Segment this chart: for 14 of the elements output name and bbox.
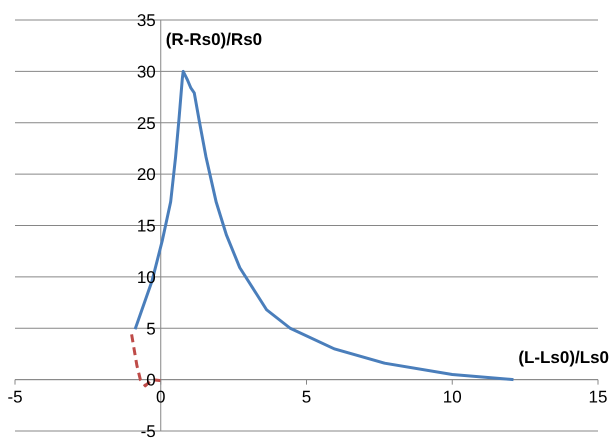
- y-tick-label: 25: [136, 114, 156, 133]
- y-tick-label: 15: [136, 216, 156, 236]
- y-tick-label: -5: [140, 422, 156, 441]
- x-tick-label: 10: [442, 388, 462, 407]
- x-tick-label: -5: [7, 388, 23, 407]
- y-tick-label: 20: [136, 165, 156, 184]
- y-axis-title: (R-Rs0)/Rs0: [166, 30, 262, 50]
- x-axis-title: (L-Ls0)/Ls0: [518, 348, 609, 368]
- y-tick-label: 0: [146, 370, 156, 390]
- x-tick-label: 15: [588, 388, 608, 407]
- x-tick-label: 5: [302, 388, 312, 407]
- y-tick-label: 5: [146, 319, 156, 338]
- y-tick-label: 35: [136, 11, 156, 30]
- y-tick-label: 30: [136, 62, 156, 82]
